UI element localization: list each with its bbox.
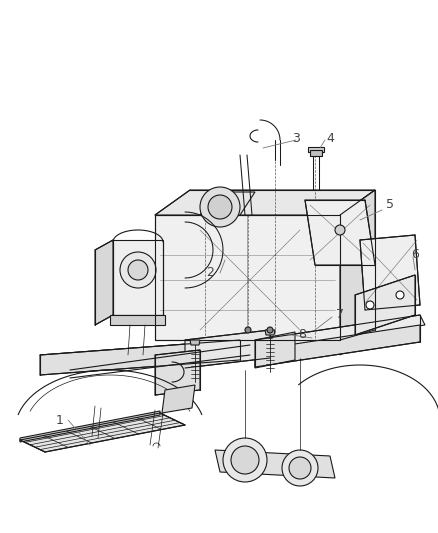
Polygon shape [95, 240, 113, 325]
Circle shape [208, 195, 232, 219]
Text: 7: 7 [336, 309, 344, 321]
Circle shape [223, 438, 267, 482]
Polygon shape [20, 411, 160, 442]
Circle shape [120, 252, 156, 288]
Polygon shape [155, 190, 375, 215]
Circle shape [289, 457, 311, 479]
Polygon shape [162, 385, 195, 413]
Circle shape [335, 225, 345, 235]
Polygon shape [110, 315, 165, 325]
Polygon shape [20, 413, 185, 452]
Text: 4: 4 [326, 132, 334, 144]
Polygon shape [255, 332, 295, 368]
Polygon shape [265, 330, 275, 335]
Polygon shape [308, 147, 324, 152]
Polygon shape [255, 325, 420, 367]
Circle shape [128, 260, 148, 280]
Text: 1: 1 [56, 414, 64, 426]
Polygon shape [305, 200, 375, 265]
Polygon shape [155, 215, 340, 340]
Polygon shape [40, 340, 255, 365]
Polygon shape [200, 192, 255, 215]
Polygon shape [340, 190, 375, 355]
Text: 3: 3 [292, 132, 300, 144]
Polygon shape [360, 235, 420, 310]
Circle shape [282, 450, 318, 486]
Circle shape [200, 187, 240, 227]
Polygon shape [155, 350, 200, 395]
Circle shape [231, 446, 259, 474]
Circle shape [396, 291, 404, 299]
Text: 8: 8 [298, 328, 306, 342]
Polygon shape [185, 330, 270, 368]
Polygon shape [355, 275, 415, 335]
Polygon shape [190, 340, 200, 345]
Polygon shape [113, 240, 163, 315]
Text: 5: 5 [386, 198, 394, 212]
Polygon shape [215, 450, 335, 478]
Circle shape [245, 327, 251, 333]
Polygon shape [255, 315, 425, 350]
Text: 6: 6 [411, 248, 419, 262]
Polygon shape [310, 150, 322, 156]
Circle shape [267, 327, 273, 333]
Circle shape [366, 301, 374, 309]
Text: 2: 2 [206, 266, 214, 279]
Polygon shape [40, 340, 240, 375]
